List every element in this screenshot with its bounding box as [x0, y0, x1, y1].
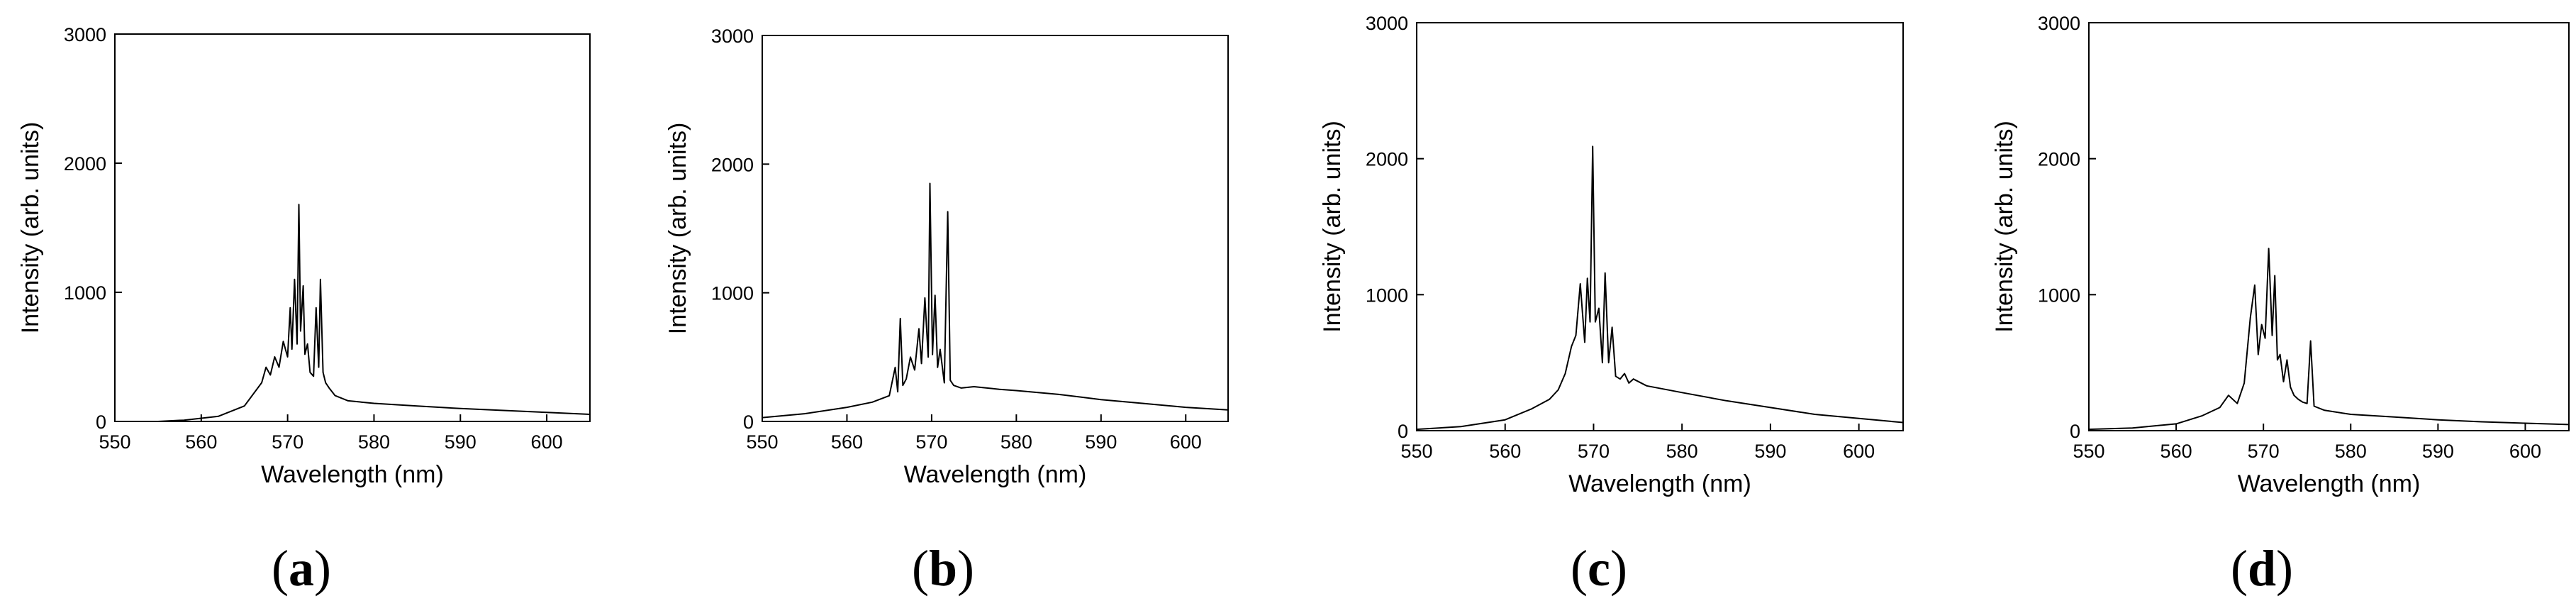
x-tick-label: 600	[1170, 431, 1202, 453]
plot-frame	[2088, 22, 2570, 431]
panel-a: 550 560 570 580 590 600 0 1000 2000 3000 Wavelengt…	[17, 24, 591, 597]
x-tick-label: 580	[1000, 431, 1032, 453]
panel-label: (b)	[912, 540, 974, 597]
x-tick-label: 600	[1843, 441, 1875, 462]
y-tick-label: 1000	[1366, 285, 1408, 306]
y-tick-label: 0	[1398, 421, 1408, 442]
y-axis-title: Intensity (arb. units)	[1319, 121, 1346, 333]
x-tick-label: 600	[2509, 441, 2541, 462]
x-tick-label: 580	[2335, 441, 2367, 462]
plot-frame	[762, 35, 1229, 422]
panel-b: 550 560 570 580 590 600 0 1000 2000 3000 Wavelengt…	[664, 26, 1229, 597]
y-tick-label: 2000	[2038, 149, 2080, 170]
y-tick-label: 3000	[2038, 13, 2080, 34]
y-axis-title: Intensity (arb. units)	[17, 122, 44, 334]
panel-label: (c)	[1571, 540, 1627, 597]
x-tick-label: 570	[915, 431, 947, 453]
panel-d: 550 560 570 580 590 600 0 1000 2000 3000 Wavelengt…	[1991, 13, 2570, 597]
panel-label-letter: a	[289, 540, 314, 597]
y-tick-label: 2000	[711, 154, 754, 175]
x-tick-label: 580	[1666, 441, 1698, 462]
x-axis-title: Wavelength (nm)	[261, 461, 444, 488]
y-tick-label: 3000	[1366, 13, 1408, 34]
x-tick-label: 550	[1400, 441, 1432, 462]
x-tick-label: 590	[1085, 431, 1117, 453]
panel-label: (a)	[272, 540, 331, 597]
panel-label-open: (	[272, 540, 289, 597]
panel-label-letter: b	[929, 540, 957, 597]
series-line-spectrum	[762, 182, 1229, 419]
x-tick-label: 590	[1754, 441, 1786, 462]
y-axis-title: Intensity (arb. units)	[664, 123, 691, 335]
panel-label-open: (	[912, 540, 929, 597]
panel-label-close: )	[1610, 540, 1627, 597]
x-tick-label: 570	[272, 431, 303, 453]
x-tick-label: 550	[99, 431, 130, 453]
panel-label-letter: d	[2248, 540, 2276, 597]
y-tick-label: 1000	[2038, 285, 2080, 306]
x-tick-label: 550	[2073, 441, 2104, 462]
panel-c: 550 560 570 580 590 600 0 1000 2000 3000 Wavelengt…	[1319, 13, 1904, 597]
x-tick-label: 600	[531, 431, 563, 453]
plot-frame	[1416, 22, 1904, 431]
x-tick-label: 570	[2248, 441, 2280, 462]
series-line-spectrum	[2088, 248, 2570, 431]
x-tick-label: 560	[2160, 441, 2192, 462]
x-tick-label: 570	[1578, 441, 1610, 462]
y-tick-label: 1000	[64, 282, 106, 304]
y-tick-label: 0	[743, 412, 754, 433]
panel-label-close: )	[957, 540, 974, 597]
y-tick-label: 0	[2070, 421, 2080, 442]
series-line-spectrum	[1416, 145, 1904, 431]
y-tick-label: 3000	[64, 24, 106, 45]
y-tick-label: 2000	[64, 153, 106, 175]
x-tick-label: 590	[2422, 441, 2454, 462]
y-tick-label: 3000	[711, 26, 754, 47]
plot-frame	[114, 33, 591, 422]
panel-label: (d)	[2231, 540, 2293, 597]
y-tick-label: 1000	[711, 283, 754, 304]
x-axis-title: Wavelength (nm)	[2238, 470, 2421, 497]
panel-label-close: )	[2276, 540, 2293, 597]
x-tick-label: 560	[185, 431, 217, 453]
x-tick-label: 590	[445, 431, 476, 453]
x-axis-title: Wavelength (nm)	[1568, 470, 1751, 497]
x-tick-label: 550	[746, 431, 778, 453]
y-tick-label: 2000	[1366, 149, 1408, 170]
panel-label-letter: c	[1588, 540, 1610, 597]
panel-label-open: (	[1571, 540, 1588, 597]
x-tick-label: 560	[1489, 441, 1521, 462]
series-line-spectrum	[157, 204, 591, 422]
panel-label-close: )	[314, 540, 331, 597]
x-axis-title: Wavelength (nm)	[904, 461, 1087, 488]
x-tick-label: 580	[358, 431, 390, 453]
panel-label-open: (	[2231, 540, 2248, 597]
x-tick-label: 560	[831, 431, 863, 453]
y-tick-label: 0	[96, 412, 106, 433]
y-axis-title: Intensity (arb. units)	[1991, 121, 2018, 333]
